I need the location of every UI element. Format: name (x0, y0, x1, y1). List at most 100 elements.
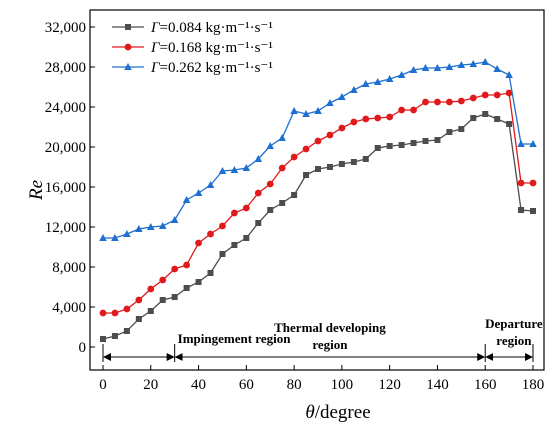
data-point (278, 134, 286, 141)
series-line (102, 113, 534, 340)
data-point (493, 65, 501, 72)
impingement-label: Impingement region (178, 331, 292, 346)
data-point (99, 309, 107, 317)
data-point (481, 91, 489, 99)
y-tick-label: 20,000 (45, 140, 86, 156)
data-point (159, 297, 166, 303)
x-axis-title: θ/degree (305, 402, 370, 423)
y-tick-label: 16,000 (45, 180, 86, 196)
data-point (171, 265, 179, 273)
data-point (529, 179, 537, 187)
data-point (386, 143, 393, 149)
data-point (517, 179, 525, 187)
axis-ticks: 0 20 40 60 80 100 120 140 160 180 0 4,000 8,000 12,00… (45, 20, 545, 393)
legend-label: Γ=0.168 kg·m⁻¹·s⁻¹ (150, 40, 273, 56)
data-point (218, 167, 227, 174)
data-point (123, 328, 130, 334)
data-point (517, 140, 525, 147)
x-axis-symbol: θ (305, 402, 314, 423)
data-point (338, 93, 346, 100)
x-tick-label: 80 (287, 377, 302, 393)
x-tick-label: 0 (99, 377, 107, 393)
y-tick-label: 0 (79, 340, 87, 356)
legend-item: Γ=0.262 kg·m⁻¹·s⁻¹ (112, 60, 273, 76)
data-point (494, 116, 501, 122)
data-point (195, 239, 202, 247)
data-point (314, 137, 322, 145)
data-point (362, 156, 369, 162)
data-point (470, 115, 477, 121)
thermal-label-line1: Thermal developing (274, 320, 386, 335)
data-point (458, 126, 465, 132)
data-point (530, 208, 536, 214)
legend-marker (124, 43, 132, 51)
data-point (373, 78, 382, 85)
y-tick-label: 24,000 (45, 100, 86, 116)
data-point (195, 279, 202, 285)
data-point (171, 294, 178, 300)
data-point (315, 166, 321, 172)
departure-label-line1: Departure (485, 316, 543, 331)
x-tick-label: 40 (191, 377, 206, 393)
data-point (278, 164, 286, 172)
data-point (421, 64, 430, 71)
data-point (100, 336, 106, 342)
data-point (159, 276, 167, 284)
data-point (350, 118, 358, 126)
series-line (103, 92, 533, 314)
data-point (290, 153, 298, 161)
data-point (111, 234, 119, 241)
data-point (506, 121, 513, 127)
x-tick-label: 180 (522, 377, 545, 393)
data-point (434, 98, 441, 106)
x-tick-label: 60 (239, 377, 254, 393)
data-point (135, 316, 142, 322)
data-point (469, 60, 478, 67)
y-tick-label: 32,000 (45, 20, 86, 36)
series-2 (99, 89, 537, 317)
thermal-label-line2: region (312, 337, 348, 352)
plot-frame (89, 9, 545, 371)
data-point (433, 64, 442, 71)
data-point (350, 159, 357, 165)
data-point (158, 222, 167, 229)
data-point (146, 223, 155, 230)
data-point (219, 251, 226, 257)
data-point (291, 192, 298, 198)
data-point (518, 207, 525, 213)
data-point (398, 142, 405, 148)
data-point (481, 58, 490, 65)
x-tick-label: 100 (331, 377, 354, 393)
data-point (457, 97, 465, 105)
data-point (409, 66, 418, 73)
data-point (529, 140, 537, 147)
x-axis-unit: /degree (315, 402, 371, 423)
data-point (493, 91, 501, 99)
data-point (279, 200, 286, 206)
series-line (103, 61, 533, 239)
data-point (303, 172, 310, 178)
data-point (410, 140, 417, 146)
data-point (183, 261, 191, 269)
data-point (290, 107, 298, 114)
data-point (410, 106, 417, 114)
data-point (505, 89, 513, 97)
y-tick-label: 28,000 (45, 60, 86, 76)
data-point (242, 204, 250, 212)
data-point (254, 155, 263, 162)
data-point (230, 166, 239, 173)
departure-label-line2: region (496, 333, 532, 348)
x-tick-label: 140 (426, 377, 449, 393)
data-point (170, 216, 179, 223)
data-point (206, 181, 215, 188)
data-point (386, 113, 394, 121)
legend-item: Γ=0.084 kg·m⁻¹·s⁻¹ (112, 20, 273, 36)
data-point (374, 114, 382, 122)
data-point (434, 137, 441, 143)
data-point (266, 142, 275, 149)
data-point (242, 164, 251, 171)
data-point (326, 131, 334, 139)
data-point (445, 98, 453, 106)
